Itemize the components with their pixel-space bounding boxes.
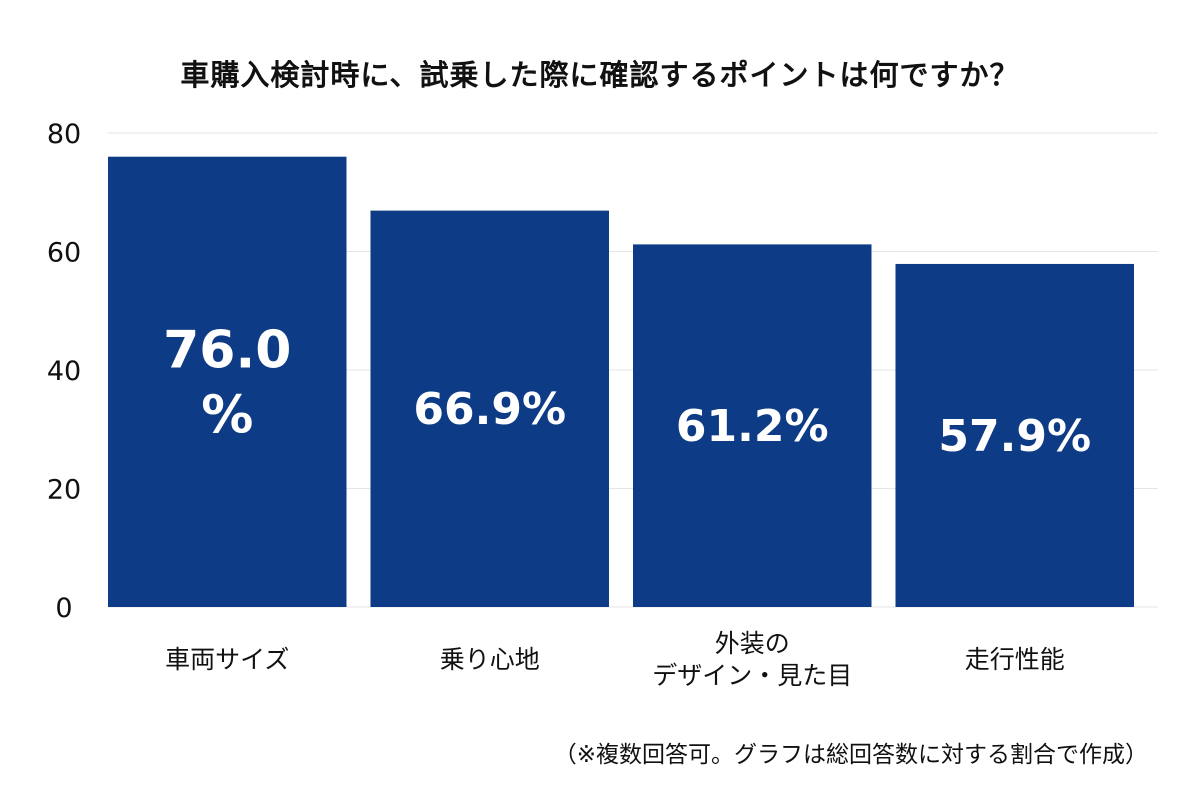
data-label: 61.2% — [676, 401, 829, 452]
y-tick-label: 20 — [47, 475, 81, 506]
bar — [633, 244, 872, 607]
y-axis-ticks: 0 20 40 60 80 — [47, 119, 81, 624]
bar — [108, 156, 347, 607]
data-labels: 76.0% 66.9% 61.2% 57.9% — [163, 321, 1091, 462]
data-label: 66.9% — [413, 384, 566, 435]
x-category-label: 走行性能 — [965, 645, 1065, 674]
y-tick-label: 80 — [47, 119, 81, 150]
data-label: 57.9% — [938, 411, 1091, 462]
chart-title: 車購入検討時に、試乗した際に確認するポイントは何ですか？ — [180, 58, 1020, 92]
bar — [895, 263, 1134, 607]
x-category-label: 乗り心地 — [440, 645, 540, 674]
x-category-label: 外装のデザイン・見た目 — [652, 629, 852, 690]
y-tick-label: 60 — [47, 238, 81, 269]
y-tick-label: 40 — [47, 356, 81, 387]
chart-footnote: （※複数回答可。グラフは総回答数に対する割合で作成） — [553, 742, 1148, 768]
category-labels: 車両サイズ 乗り心地 外装のデザイン・見た目 走行性能 — [165, 629, 1065, 690]
x-category-label: 車両サイズ — [165, 645, 289, 674]
y-tick-label: 0 — [55, 593, 72, 624]
bar — [370, 210, 609, 607]
bars — [108, 156, 1134, 607]
data-label: 76.0% — [163, 321, 291, 446]
